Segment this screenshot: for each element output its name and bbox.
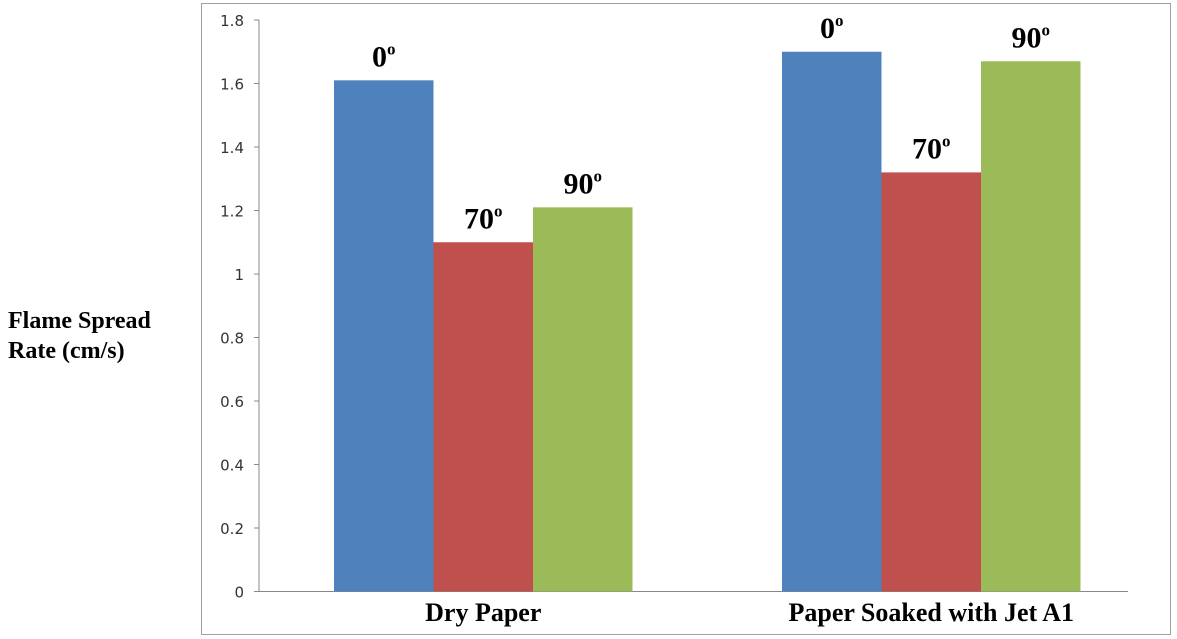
data-label: 70o: [912, 131, 951, 165]
bar-70-0: [433, 242, 533, 592]
y-tick-label: 0.4: [220, 457, 244, 475]
y-tick-label: 1.6: [220, 76, 244, 94]
y-tick-label: 0.2: [220, 520, 244, 538]
y-axis-label-line2: Rate (cm/s): [8, 338, 125, 364]
data-label: 90o: [564, 166, 603, 200]
bar-90-1: [981, 61, 1081, 592]
bar-90-0: [533, 207, 633, 592]
data-label: 0o: [372, 39, 396, 73]
category-label: Paper Soaked with Jet A1: [788, 598, 1074, 627]
y-tick-label: 0: [234, 584, 244, 602]
data-label: 0o: [820, 11, 844, 45]
data-label: 90o: [1012, 20, 1051, 54]
bar-0-0: [334, 80, 434, 592]
category-label: Dry Paper: [425, 598, 541, 627]
y-axis-label: Flame Spread Rate (cm/s): [8, 306, 151, 366]
y-axis-label-line1: Flame Spread: [8, 308, 151, 334]
bar-0-1: [782, 51, 882, 592]
y-tick-label: 0.8: [220, 330, 244, 348]
bar-70-1: [881, 172, 981, 592]
y-tick-label: 1.8: [220, 12, 244, 30]
y-tick-label: 1: [234, 266, 244, 284]
chart-frame: [201, 3, 1171, 635]
y-tick-label: 1.4: [220, 139, 244, 157]
y-tick-label: 0.6: [220, 393, 244, 411]
y-tick-label: 1.2: [220, 203, 244, 221]
data-label: 70o: [464, 201, 503, 235]
